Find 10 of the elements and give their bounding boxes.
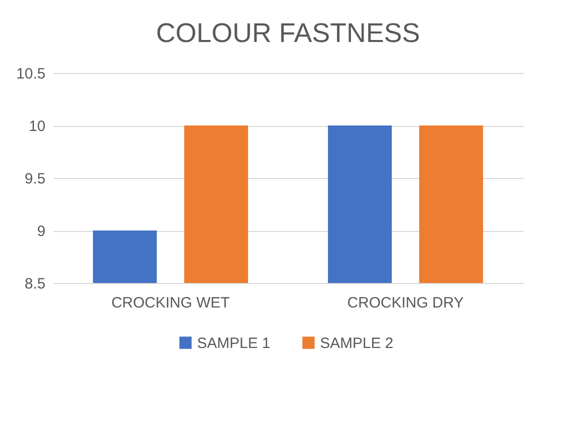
y-tick-label: 10 (28, 118, 46, 135)
legend-label: SAMPLE 1 (197, 334, 270, 352)
chart-title: COLOUR FASTNESS (156, 18, 420, 48)
x-tick-label: CROCKING WET (111, 294, 230, 312)
y-tick-label: 10.5 (16, 66, 46, 82)
y-tick-label: 8.5 (24, 276, 46, 292)
x-tick-label: CROCKING DRY (347, 294, 464, 312)
y-tick-label: 9.5 (24, 170, 46, 188)
legend-label: SAMPLE 2 (320, 334, 394, 352)
y-tick-label: 9 (37, 223, 46, 240)
